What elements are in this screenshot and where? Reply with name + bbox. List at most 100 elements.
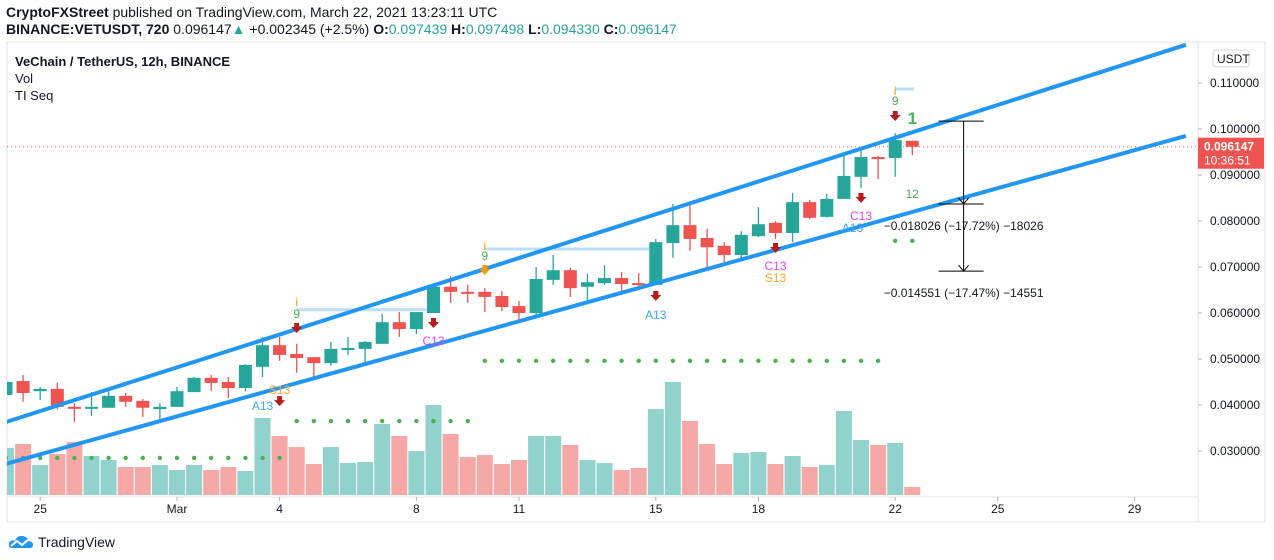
last-price: 0.096147 [173, 21, 232, 37]
volume-bar [374, 424, 391, 495]
volume-bar [493, 464, 510, 495]
candle-body [427, 286, 440, 313]
legend-vol[interactable]: Vol [15, 71, 34, 86]
currency-label: USDT [1217, 52, 1250, 66]
td-label: i [295, 295, 298, 309]
volume-bar [117, 467, 134, 495]
candle-body [85, 406, 98, 409]
down-arrow-icon [889, 110, 901, 121]
candle [512, 301, 526, 321]
candle [67, 403, 81, 423]
volume-bar [322, 447, 339, 495]
support-dot [533, 358, 539, 364]
volume-bar [220, 467, 237, 495]
candle-body [119, 395, 133, 402]
candle-body [67, 406, 81, 409]
chart-legend: VeChain / TetherUS, 12h, BINANCE Vol TI … [15, 53, 230, 104]
support-dot [345, 418, 351, 424]
td-label: 12 [906, 187, 920, 201]
support-dot [226, 455, 231, 461]
y-tick-label: 0.050000 [1210, 352, 1260, 366]
y-tick-label: 0.060000 [1210, 306, 1260, 320]
support-dot [568, 358, 573, 364]
volume-bar [305, 464, 322, 495]
support-dot [157, 455, 163, 461]
support-dot [636, 358, 641, 364]
y-tick-label: 0.030000 [1210, 444, 1260, 458]
volume-bar [32, 465, 49, 495]
support-dot [140, 455, 145, 461]
publisher[interactable]: CryptoFXStreet [6, 4, 109, 20]
support-dot [773, 358, 778, 364]
volume-bar [767, 464, 784, 495]
candle-body [153, 406, 167, 410]
down-arrow-icon [855, 192, 867, 203]
price-change: +0.002345 (+2.5%) [249, 21, 370, 37]
candle [769, 221, 782, 239]
candle [905, 140, 919, 156]
support-dot [722, 358, 727, 364]
down-arrow-icon [650, 290, 662, 301]
support-dot [243, 455, 248, 461]
support-dot [670, 358, 676, 364]
last-price-badge [1198, 137, 1264, 169]
td-label: S13 [269, 383, 291, 397]
candle-body [632, 283, 646, 286]
candle [290, 343, 304, 373]
volume-bar [476, 455, 493, 495]
candle [119, 393, 133, 407]
candle-body [580, 282, 594, 287]
volume-bar [15, 444, 32, 495]
td-label: 9 [892, 94, 899, 108]
candle [427, 286, 440, 313]
candle [461, 284, 475, 303]
support-dot [260, 455, 265, 461]
volume-bar [66, 442, 83, 495]
tradingview-logo[interactable]: TradingView [8, 534, 115, 550]
open-label: O: [373, 21, 389, 37]
td-label: C13 [764, 259, 786, 273]
td-label: 9 [293, 307, 300, 321]
candle-body [717, 245, 731, 256]
support-dot [893, 238, 898, 243]
volume-bar [887, 443, 904, 495]
volume-bar [870, 445, 887, 495]
x-tick-label: 15 [649, 502, 663, 516]
candle [204, 375, 218, 392]
candle-body [33, 388, 47, 392]
candle-body [751, 224, 765, 237]
candle [33, 387, 47, 400]
legend-indicator[interactable]: TI Seq [15, 88, 54, 103]
volume-bar [288, 447, 305, 495]
x-tick-label: Mar [167, 502, 188, 516]
candle-body [7, 382, 13, 395]
volume-bar [340, 463, 356, 495]
support-dot [277, 455, 282, 461]
support-dot [311, 418, 316, 424]
candle [580, 273, 594, 302]
published-text: published on TradingView.com, March 22, … [112, 4, 498, 20]
measure-label: −0.014551 (−17.47%) −14551 [884, 286, 1044, 300]
volume-bar [904, 487, 921, 495]
x-tick-label: 8 [413, 502, 420, 516]
td-label: i [483, 239, 486, 253]
candle-body [358, 341, 372, 349]
candle [598, 265, 611, 285]
support-dot [687, 358, 693, 364]
volume-bar [630, 468, 647, 495]
candle-body [170, 391, 184, 407]
legend-title: VeChain / TetherUS, 12h, BINANCE [15, 54, 231, 69]
support-dot [7, 455, 9, 460]
support-dot [585, 358, 590, 364]
close-label: C: [603, 21, 619, 37]
volume-bar [784, 456, 801, 495]
chart-frame [6, 41, 1266, 523]
candle-body [905, 140, 919, 147]
x-tick-label: 29 [1128, 502, 1142, 516]
td-label: S13 [765, 271, 787, 285]
volume-bar [664, 382, 681, 495]
candle [529, 267, 543, 315]
candle-body [461, 291, 475, 294]
candle-body [256, 345, 269, 367]
